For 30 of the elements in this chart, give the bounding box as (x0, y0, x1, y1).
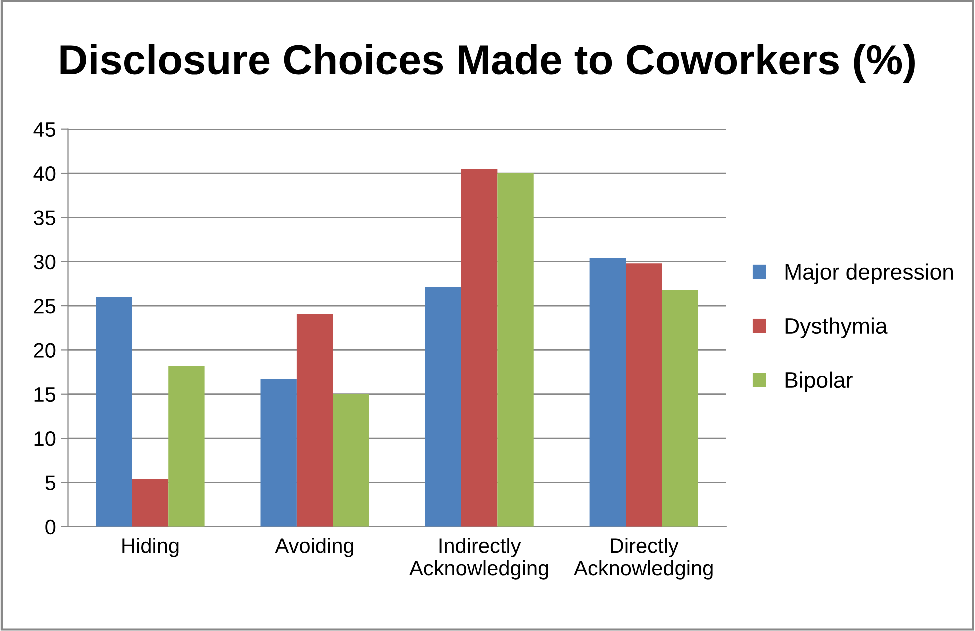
bar (662, 290, 698, 527)
legend-label: Major depression (786, 264, 954, 284)
legend-label: Bipolar (786, 372, 853, 393)
y-tick-label: 0 (46, 520, 56, 535)
bar (590, 258, 626, 527)
y-tick-label: 40 (34, 166, 56, 182)
y-tick-label: 5 (46, 476, 56, 490)
y-tick-label: 35 (34, 210, 56, 226)
bar (96, 297, 132, 527)
y-tick-label: 25 (34, 299, 56, 314)
bar (333, 394, 370, 527)
y-tick-label: 30 (34, 254, 56, 270)
y-tick-label: 20 (34, 343, 56, 358)
x-tick-label: Indirectly Acknowledging (410, 538, 548, 580)
y-tick-label: 45 (34, 122, 56, 138)
bar (296, 314, 334, 527)
bar (260, 379, 297, 527)
y-tick-label: 10 (34, 432, 56, 446)
bar (626, 264, 662, 527)
legend-label: Dysthymia (786, 318, 888, 338)
chart-title: Disclosure Choices Made to Coworkers (%) (60, 44, 915, 84)
bar (425, 287, 462, 527)
x-tick-label: Directly Acknowledging (574, 538, 713, 580)
bar (498, 174, 534, 527)
y-tick-label: 15 (34, 388, 56, 402)
bar (168, 366, 205, 527)
bar (132, 479, 169, 527)
x-tick-label: Avoiding (275, 538, 354, 558)
x-tick-label: Hiding (122, 538, 179, 558)
bar (461, 169, 498, 527)
